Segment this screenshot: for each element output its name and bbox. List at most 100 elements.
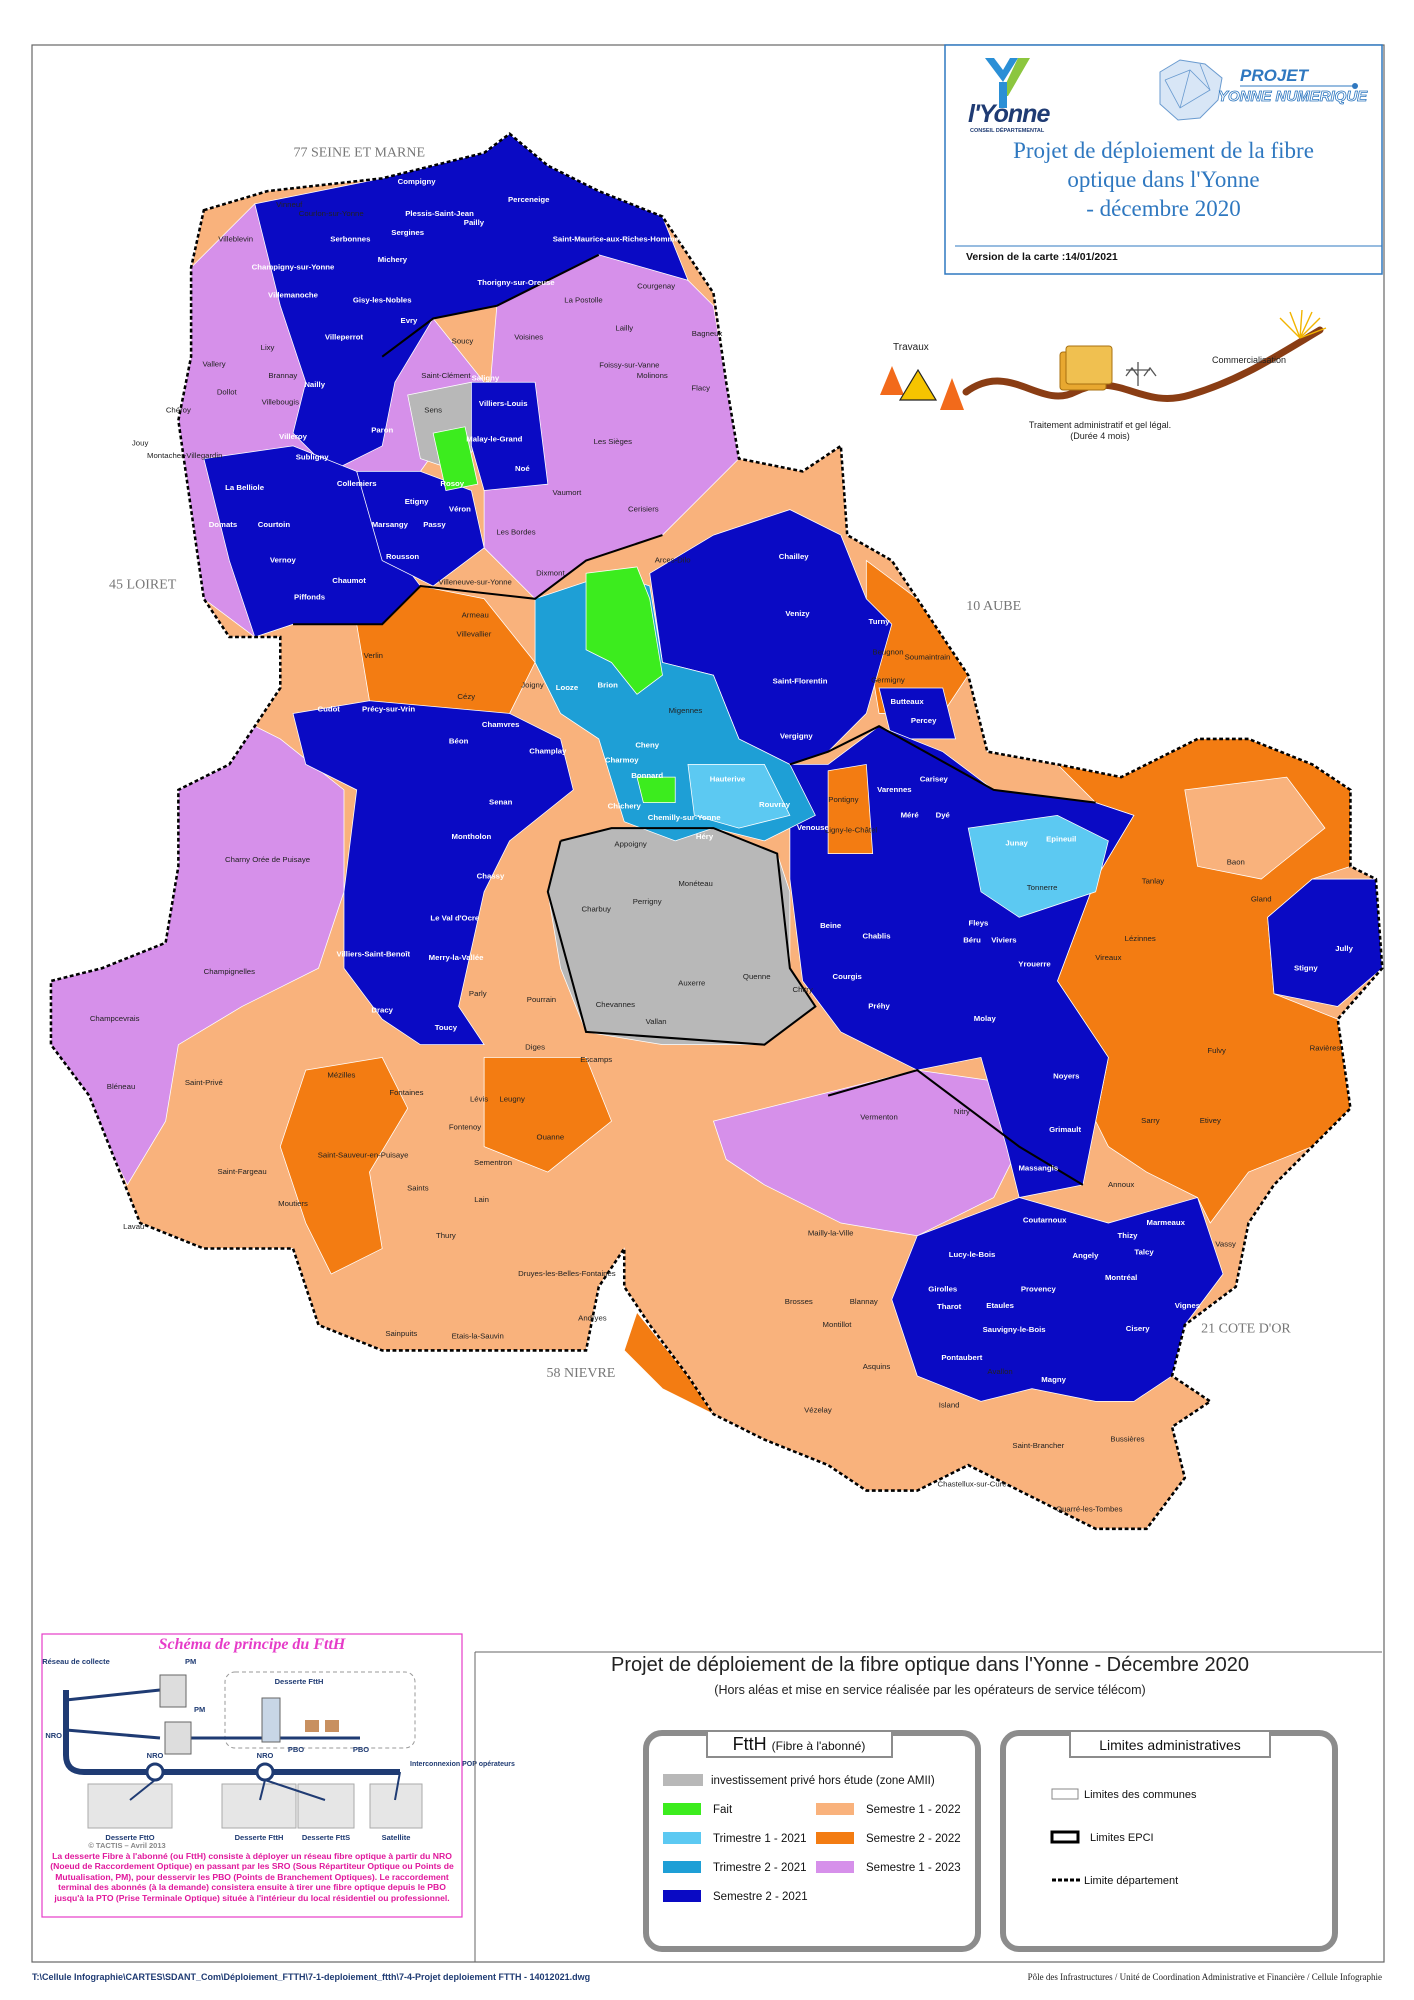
commune-label: Moutiers [278, 1199, 308, 1208]
commune-label: Annoux [1108, 1180, 1134, 1189]
legend-label: Semestre 2 - 2022 [866, 1833, 961, 1845]
commune-label: Courtoin [258, 520, 291, 529]
commune-label: Lixy [261, 343, 275, 352]
legend-swatch [816, 1861, 854, 1873]
schema-links [129, 1771, 401, 1801]
commune-label: Sergines [391, 228, 424, 237]
commune-label: Brannay [268, 371, 297, 380]
commune-label: Carisey [920, 775, 949, 784]
commune-label: Vernoy [270, 556, 297, 565]
commune-label: Vignes [1175, 1301, 1200, 1310]
neighbor-label: 77 SEINE ET MARNE [293, 146, 425, 161]
schema-label: Réseau de collecte [42, 1657, 110, 1666]
commune-label: Cerisiers [628, 505, 659, 514]
commune-label: Yrouerre [1018, 959, 1051, 968]
commune-label: Béru [963, 935, 981, 944]
schema-label: Interconnexion POP opérateurs [410, 1761, 515, 1768]
commune-label: Baon [1227, 858, 1245, 867]
commune-label: Noé [515, 464, 530, 473]
legend-swatch [663, 1803, 701, 1815]
schema-box [41, 1633, 463, 1918]
schema-pm [164, 1721, 192, 1755]
commune-label: Champigny-sur-Yonne [252, 263, 335, 272]
neighbor-label: 10 AUBE [966, 599, 1021, 614]
commune-label: Vireaux [1095, 953, 1121, 962]
commune-label: Chichery [608, 801, 642, 810]
frame [31, 44, 1385, 1963]
commune-label: Charmoy [605, 756, 639, 765]
schema-backbone [63, 1690, 400, 1775]
neighbor-label: 58 NIEVRE [547, 1366, 616, 1381]
commune-label: Voisines [514, 333, 543, 342]
schema-ftts-box [297, 1783, 355, 1829]
commune-label: Chitry [792, 985, 812, 994]
commune-label: Ligny-le-Châtel [825, 826, 878, 835]
commune-label: Escamps [580, 1055, 612, 1064]
commune-label: Villiers-Saint-Benoît [336, 949, 410, 958]
process-graphic [880, 309, 1327, 410]
commune-label: Rouvray [759, 800, 791, 809]
commune-label: Saint-Brancher [1012, 1441, 1064, 1450]
commune-label: Butteaux [890, 697, 924, 706]
commune-label: Courgenay [637, 282, 675, 291]
epci-boundary [381, 253, 600, 358]
commune-label: Champlay [529, 747, 567, 756]
ftth-legend-heading-box [706, 1730, 893, 1758]
commune-label: Saint-Fargeau [217, 1167, 266, 1176]
delivery-zone [432, 426, 479, 491]
commune-label: Arces-Dilo [655, 556, 691, 565]
commune-label: Piffonds [294, 593, 325, 602]
schema-pm [159, 1674, 187, 1708]
commune-label: Compigny [398, 177, 437, 186]
commune-label: Flacy [691, 384, 710, 393]
folders [1065, 345, 1113, 385]
commune-label: Chailley [779, 552, 809, 561]
commune-label: Sarry [1141, 1116, 1160, 1125]
department-boundary [49, 132, 1384, 1531]
schema-house [305, 1720, 319, 1732]
commune-label: Coutarnoux [1023, 1216, 1067, 1225]
neighbor-label: 45 LOIRET [109, 578, 177, 593]
commune-label: Ouanne [537, 1133, 565, 1142]
epci-boundary [546, 827, 817, 1046]
commune-label: Verlin [364, 651, 383, 660]
commune-label: Stigny [1294, 963, 1318, 972]
commune-label: Angely [1073, 1251, 1100, 1260]
commune-label: Plessis-Saint-Jean [405, 209, 474, 218]
commune-label: Saint-Florentin [773, 677, 828, 686]
commune-label: Dyé [936, 810, 951, 819]
commune-label: Brosses [785, 1297, 813, 1306]
legend-label: Trimestre 1 - 2021 [713, 1833, 807, 1845]
commune-label: Marsangy [372, 520, 409, 529]
commune-label: Germigny [871, 675, 905, 684]
commune-label: Sauvigny-le-Bois [983, 1325, 1046, 1334]
title-line: - décembre 2020 [1086, 196, 1241, 221]
schema-label: Desserte FttO [105, 1833, 154, 1842]
legend-label: Semestre 1 - 2022 [866, 1804, 961, 1816]
commune-label: Cézy [457, 692, 475, 701]
commune-label: Turny [869, 617, 891, 626]
cone [880, 366, 904, 395]
commune-label: Chamvres [482, 720, 520, 729]
footer-credit: Pôle des Infrastructures / Unité de Coor… [1027, 1972, 1382, 1982]
commune-label: Saints [407, 1184, 429, 1193]
delivery-zone [712, 1069, 1020, 1237]
commune-label: Tanlay [1142, 877, 1165, 886]
delivery-zone [470, 381, 549, 491]
commune-label: Thury [436, 1231, 456, 1240]
commune-label: Girolles [928, 1284, 957, 1293]
legend-label: Semestre 1 - 2023 [866, 1862, 961, 1874]
commune-label: Lavau [123, 1222, 144, 1231]
commune-label: Monéteau [678, 879, 713, 888]
commune-label: Magny [1041, 1375, 1066, 1384]
delivery-zone [878, 687, 956, 740]
epci-boundary [293, 534, 663, 626]
schema-label: Satellite [382, 1833, 411, 1842]
commune-label: Druyes-les-Belles-Fontaines [518, 1269, 616, 1278]
commune-label: Villemanoche [268, 291, 319, 300]
commune-label: Migennes [669, 706, 703, 715]
epci-boundary [789, 725, 1096, 804]
commune-label: Passy [423, 520, 446, 529]
commune-label: Villiers-Louis [479, 399, 528, 408]
commune-label: Villevallier [457, 629, 492, 638]
